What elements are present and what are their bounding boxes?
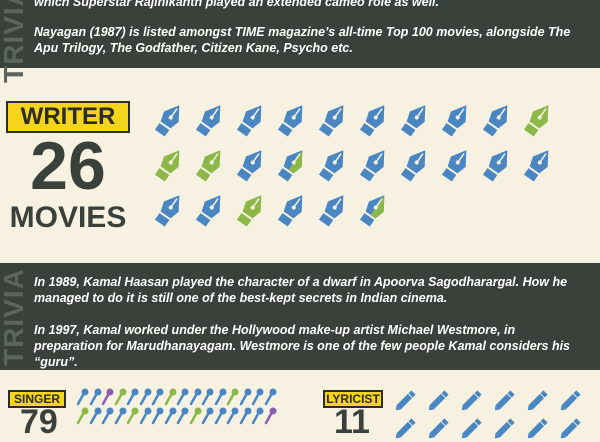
microphone-icon	[251, 388, 264, 406]
microphone-icon	[101, 407, 114, 425]
fountain-pen-icon	[359, 150, 385, 182]
microphone-icon	[264, 407, 276, 425]
microphone-icon	[201, 388, 214, 406]
microphone-icon	[251, 407, 264, 425]
pencil-icon	[428, 390, 449, 411]
writer-tag: WRITER	[6, 101, 130, 133]
pencil-icon	[461, 418, 482, 439]
fountain-pen-icon	[318, 150, 344, 182]
pencil-icon	[395, 418, 416, 439]
fountain-pen-icon	[523, 105, 549, 137]
microphone-icon	[176, 388, 189, 406]
fountain-pen-icon	[236, 150, 262, 182]
fountain-pen-icon	[359, 195, 385, 227]
pencil-icon	[560, 390, 581, 411]
fountain-pen-icon	[195, 105, 221, 137]
microphone-icon	[114, 407, 126, 425]
microphone-icon	[114, 388, 126, 406]
trivia-band-top: TRIVIA which Superstar Rajinikanth playe…	[0, 0, 600, 83]
pencil-icon	[494, 390, 515, 411]
fountain-pen-icon	[236, 195, 262, 227]
fountain-pen-icon	[195, 195, 221, 227]
trivia-paragraph-1: In 1989, Kamal Haasan played the charact…	[34, 275, 568, 305]
microphone-icon	[139, 407, 151, 425]
fountain-pen-icon	[441, 150, 467, 182]
microphone-icon	[189, 407, 201, 425]
lyricist-count: 11	[334, 403, 370, 441]
pencil-icon	[395, 390, 416, 411]
microphone-icon	[101, 388, 114, 406]
writer-movies-label: MOVIES	[9, 201, 127, 234]
fountain-pen-icon	[482, 150, 508, 182]
microphone-icon	[214, 388, 226, 406]
microphone-icon	[226, 407, 239, 425]
fountain-pen-icon	[318, 195, 344, 227]
fountain-pen-icon	[154, 105, 180, 137]
lyricist-tag: LYRICIST	[323, 390, 383, 408]
pencil-icon	[527, 418, 548, 439]
trivia-paragraph-top: Nayagan (1987) is listed amongst TIME ma…	[34, 25, 571, 55]
fountain-pen-icon	[400, 105, 426, 137]
trivia-label-top: TRIVIA	[0, 0, 29, 83]
singer-count: 79	[20, 403, 58, 441]
fountain-pen-icon	[154, 150, 180, 182]
microphone-icon	[164, 388, 176, 406]
microphone-icon	[151, 407, 164, 425]
fountain-pen-icon	[482, 105, 508, 137]
trivia-paragraph-2: In 1997, Kamal worked under the Hollywoo…	[34, 323, 571, 369]
microphone-icon	[76, 407, 89, 425]
microphone-icon	[239, 388, 251, 406]
microphone-icon	[126, 388, 139, 406]
fountain-pen-icon	[523, 150, 549, 182]
fountain-pen-icon	[277, 195, 303, 227]
pencil-icon	[527, 390, 548, 411]
trivia-label-mid: TRIVIA	[0, 267, 29, 366]
singer-tag: SINGER	[8, 390, 66, 408]
writer-count: 26	[30, 128, 106, 204]
pencil-icon	[560, 418, 581, 439]
fountain-pen-icon	[195, 150, 221, 182]
microphone-icon	[264, 388, 276, 406]
microphone-icon	[164, 407, 176, 425]
microphone-icon	[89, 407, 101, 425]
microphone-icon	[151, 388, 164, 406]
microphone-icon	[226, 388, 239, 406]
fountain-pen-icon	[400, 150, 426, 182]
fountain-pen-icon	[236, 105, 262, 137]
microphone-icon	[139, 388, 151, 406]
microphone-icon	[126, 407, 139, 425]
trivia-band-mid: TRIVIA In 1989, Kamal Haasan played the …	[0, 263, 600, 370]
microphone-icon	[76, 388, 89, 406]
pencil-icon	[461, 390, 482, 411]
fountain-pen-icon	[359, 105, 385, 137]
microphone-icon	[176, 407, 189, 425]
microphone-icon	[214, 407, 226, 425]
microphone-icon	[189, 388, 201, 406]
pencil-icon	[428, 418, 449, 439]
microphone-icon	[201, 407, 214, 425]
microphone-icon	[239, 407, 251, 425]
fountain-pen-icon	[318, 105, 344, 137]
fountain-pen-icon	[441, 105, 467, 137]
microphone-icon	[89, 388, 101, 406]
fountain-pen-icon	[154, 195, 180, 227]
pencil-icon	[494, 418, 515, 439]
trivia-partial-line: which Superstar Rajinikanth played an ex…	[34, 0, 439, 9]
fountain-pen-icon	[277, 150, 303, 182]
fountain-pen-icon	[277, 105, 303, 137]
